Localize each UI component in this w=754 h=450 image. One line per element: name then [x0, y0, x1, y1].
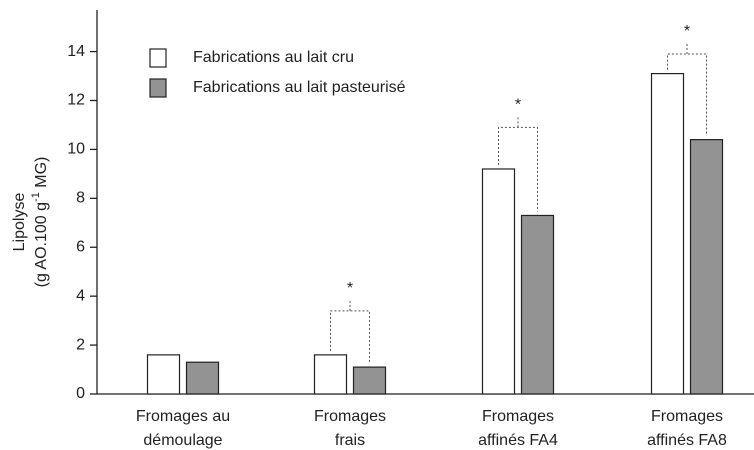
- legend-swatch: [149, 78, 167, 98]
- x-tick-label: Fromages: [314, 408, 386, 425]
- bar: [352, 366, 387, 395]
- x-tick-label: frais: [335, 432, 365, 449]
- y-tick-label: 14: [67, 43, 85, 60]
- y-tick-label: 12: [67, 92, 85, 109]
- x-tick-label: démoulage: [143, 432, 222, 449]
- significance-label: *: [684, 23, 690, 40]
- bar: [689, 139, 724, 395]
- significance-bracket: [498, 117, 538, 212]
- y-axis-label-sup: -1: [30, 192, 42, 202]
- significance-bracket: [667, 44, 707, 136]
- x-tick-label: affinés FA8: [647, 432, 727, 449]
- significance-bracket: [330, 300, 370, 364]
- bar: [481, 168, 516, 395]
- legend-swatch: [149, 48, 167, 68]
- x-tick-label: affinés FA4: [478, 432, 558, 449]
- y-axis-label-part: (g AO.100 g: [33, 202, 50, 287]
- y-axis-label: (g AO.100 g-1 MG): [30, 157, 50, 288]
- y-tick-label: 10: [67, 141, 85, 158]
- bar: [146, 354, 181, 395]
- x-tick-label: Fromages: [482, 408, 554, 425]
- bar: [650, 72, 685, 395]
- x-tick-label: Fromages au: [136, 408, 230, 425]
- y-axis-label-part: MG): [33, 157, 50, 193]
- y-axis-label: Lipolyse: [11, 193, 28, 252]
- bar: [520, 214, 555, 395]
- y-tick-label: 0: [76, 385, 85, 402]
- significance-label: *: [347, 280, 353, 297]
- significance-label: *: [515, 97, 521, 114]
- bar: [313, 354, 348, 395]
- y-tick-label: 8: [76, 190, 85, 207]
- y-tick-label: 4: [76, 287, 85, 304]
- x-tick-label: Fromages: [651, 408, 723, 425]
- bar: [185, 361, 220, 395]
- y-tick-label: 6: [76, 238, 85, 255]
- legend-label: Fabrications au lait pasteurisé: [193, 79, 406, 96]
- y-tick-label: 2: [76, 336, 85, 353]
- legend-label: Fabrications au lait cru: [193, 49, 354, 66]
